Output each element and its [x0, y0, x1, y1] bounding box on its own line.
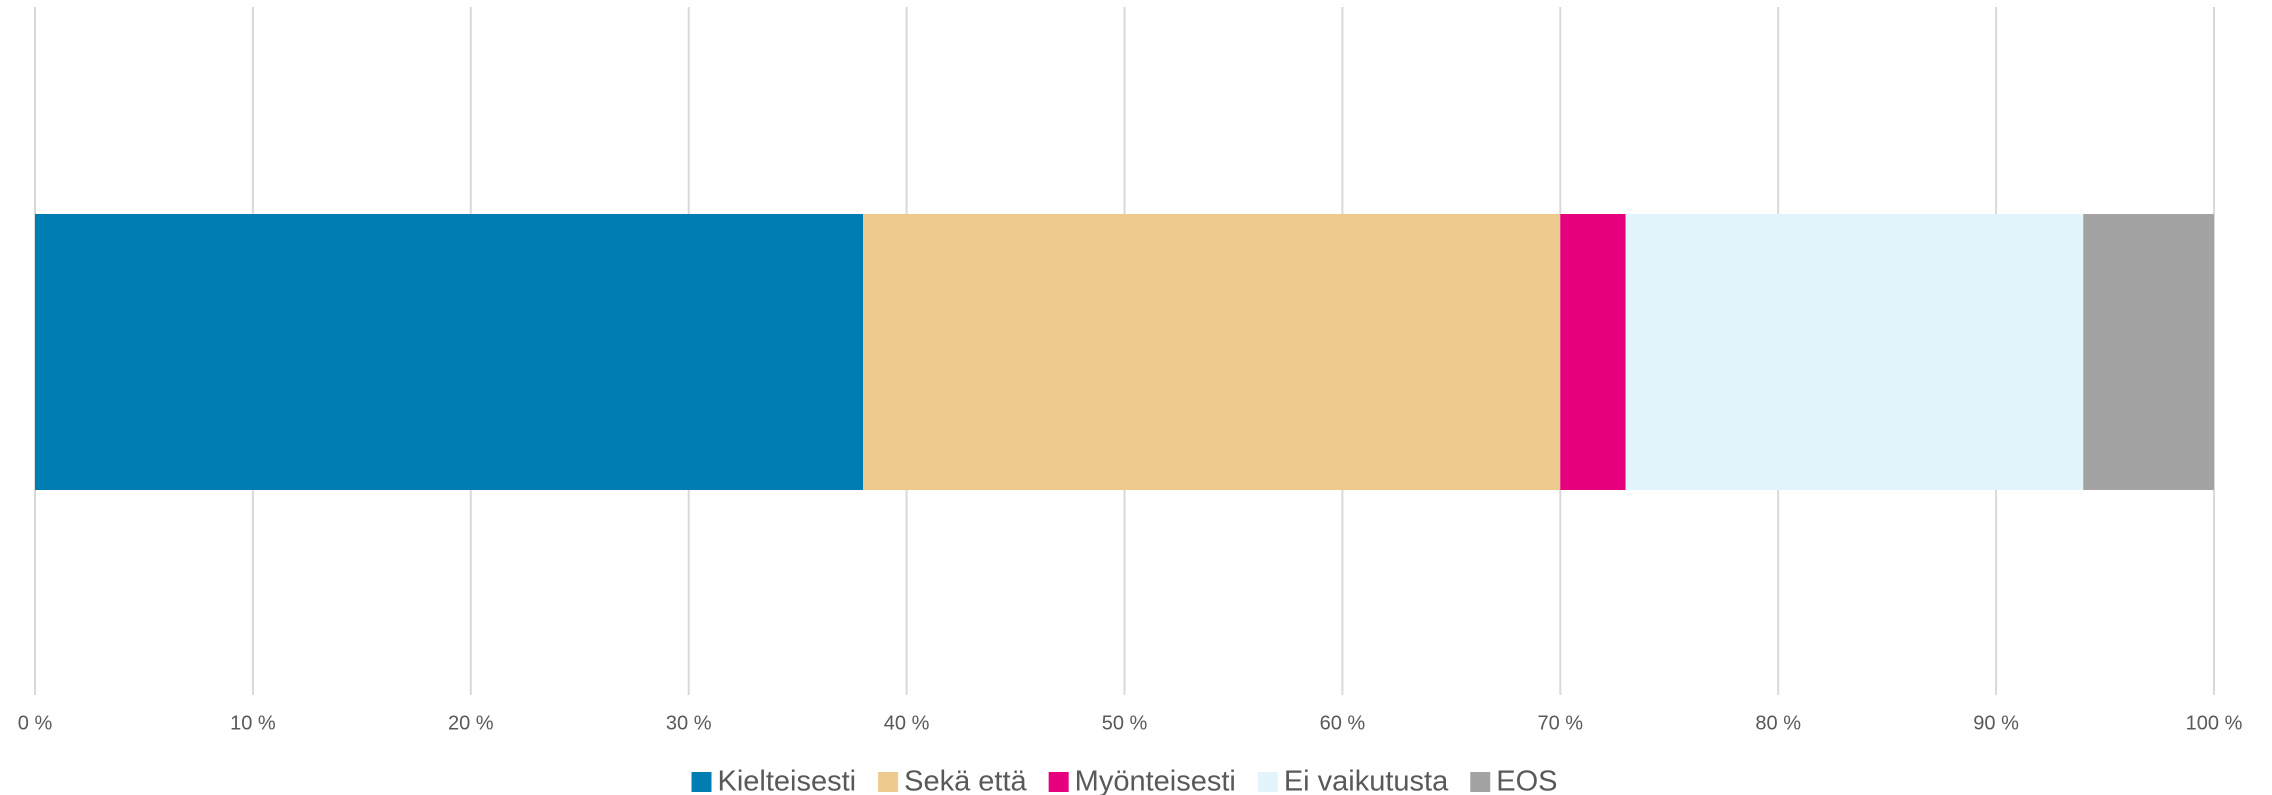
bar-segment: [2083, 214, 2214, 490]
legend-label: Kielteisesti: [718, 766, 857, 795]
bar-segment: [1560, 214, 1626, 490]
legend-label: Sekä että: [904, 766, 1027, 795]
x-tick-label: 50 %: [1102, 712, 1148, 734]
legend-label: EOS: [1496, 766, 1557, 795]
x-tick-label: 80 %: [1755, 712, 1801, 734]
bar-segment: [35, 214, 864, 490]
x-tick-label: 0 %: [18, 712, 53, 734]
legend-swatch: [691, 772, 712, 792]
x-tick-label: 30 %: [666, 712, 712, 734]
legend-swatch: [878, 772, 899, 792]
x-tick-label: 90 %: [1973, 712, 2019, 734]
legend-label: Ei vaikutusta: [1284, 766, 1449, 795]
x-tick-label: 20 %: [448, 712, 494, 734]
bar-segment: [1625, 214, 2084, 490]
bar-segment: [863, 214, 1561, 490]
x-tick-label: 70 %: [1538, 712, 1584, 734]
x-tick-label: 10 %: [230, 712, 276, 734]
legend-swatch: [1048, 772, 1069, 792]
legend-label: Myönteisesti: [1075, 766, 1236, 795]
legend-swatch: [1470, 772, 1491, 792]
x-tick-label: 100 %: [2186, 712, 2243, 734]
x-tick-label: 40 %: [884, 712, 930, 734]
legend-swatch: [1257, 772, 1278, 792]
x-tick-label: 60 %: [1320, 712, 1366, 734]
